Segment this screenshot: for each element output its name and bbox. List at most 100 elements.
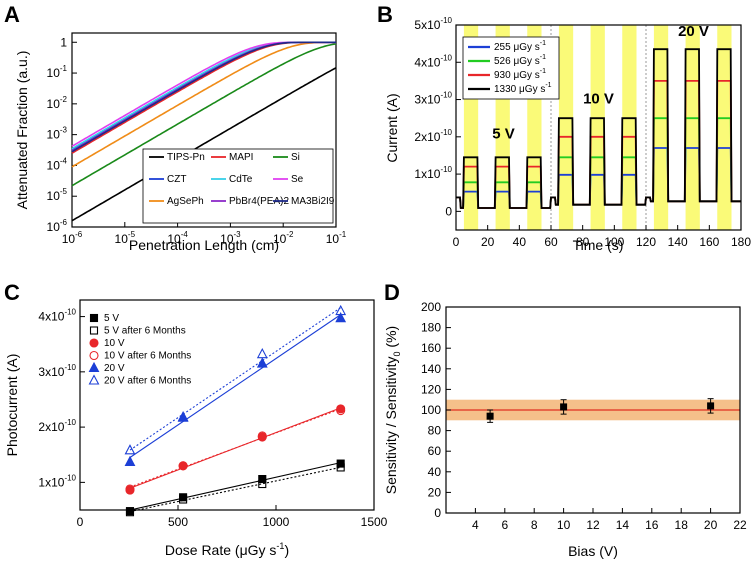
b-xtick-label: 160 bbox=[699, 235, 719, 249]
c-legend-label: 20 V bbox=[104, 363, 125, 374]
c-legend-label: 10 V bbox=[104, 338, 125, 349]
a-series-line bbox=[71, 41, 336, 168]
c-xtick-label: 1500 bbox=[361, 515, 388, 529]
a-legend-label: AgSePh bbox=[167, 196, 204, 207]
c-legend-label: 5 V bbox=[104, 313, 119, 324]
d-xtick-label: 22 bbox=[733, 518, 747, 532]
b-light-window bbox=[558, 25, 574, 230]
b-ytick-label: 5x10-10 bbox=[414, 16, 452, 32]
c-data-point bbox=[258, 475, 267, 484]
d-xtick-label: 18 bbox=[675, 518, 689, 532]
b-series-line bbox=[456, 117, 741, 209]
d-ylabel: Sensitivity / Sensitivity0 (%) bbox=[383, 326, 402, 494]
c-data-point bbox=[256, 347, 268, 359]
plot-frame-a bbox=[71, 32, 337, 228]
c-legend-marker bbox=[89, 313, 99, 323]
c-fit-line bbox=[129, 462, 341, 511]
b-bias-annotation: 5 V bbox=[492, 126, 515, 143]
c-fit-line bbox=[129, 466, 341, 513]
c-data-point bbox=[335, 312, 347, 323]
a-series-line bbox=[71, 41, 336, 154]
d-ytick-label: 0 bbox=[434, 506, 441, 520]
a-ytick-label: 10-6 bbox=[47, 218, 68, 234]
c-data-point bbox=[124, 444, 136, 455]
b-xtick-label: 100 bbox=[604, 235, 624, 249]
c-ytick-label: 1x10-10 bbox=[38, 473, 76, 489]
legend-a-box bbox=[142, 148, 334, 224]
b-ytick-label: 3x10-10 bbox=[414, 91, 452, 107]
d-data-point bbox=[560, 403, 568, 411]
c-data-point bbox=[258, 479, 267, 489]
c-data-point bbox=[125, 484, 135, 494]
c-ytick-label: 2x10-10 bbox=[38, 418, 76, 434]
a-legend-label: Se bbox=[291, 174, 304, 185]
b-xtick-label: 140 bbox=[668, 235, 688, 249]
b-xtick-label: 120 bbox=[636, 235, 656, 249]
d-xtick-label: 10 bbox=[557, 518, 571, 532]
a-legend-label: MA3Bi2I9 bbox=[291, 196, 335, 207]
c-data-point bbox=[179, 495, 188, 504]
b-xtick-label: 40 bbox=[513, 235, 527, 249]
b-series-line bbox=[456, 147, 741, 209]
a-xlabel: Penetration Length (cm) bbox=[129, 237, 279, 253]
c-legend-marker bbox=[89, 350, 99, 361]
c-data-point bbox=[125, 508, 135, 517]
b-series bbox=[456, 48, 741, 209]
d-ytick-label: 140 bbox=[421, 362, 441, 376]
d-ytick-label: 180 bbox=[421, 321, 441, 335]
b-light-on-windows bbox=[463, 25, 732, 230]
c-data-point bbox=[256, 357, 268, 368]
legend-a: TIPS-Pn MAPI Si CZT CdTe Se AgSePh PbBr4(PEA)2 M… bbox=[142, 148, 335, 224]
b-ylabel: Current (A) bbox=[384, 93, 400, 162]
a-legend-label: PbBr4(PEA)2 bbox=[229, 196, 289, 207]
c-data-point bbox=[336, 405, 346, 416]
b-light-window bbox=[653, 25, 669, 230]
c-xtick-label: 0 bbox=[77, 515, 84, 529]
b-bias-annotations: 5 V 10 V 20 V bbox=[492, 23, 709, 143]
d-xtick-label: 20 bbox=[704, 518, 718, 532]
c-series bbox=[124, 304, 347, 517]
a-series-line bbox=[71, 41, 336, 151]
a-ylabel: Attenuated Fraction (a.u.) bbox=[14, 51, 30, 210]
panel-label-c: C bbox=[4, 280, 20, 305]
panel-c: C 0 500 1000 1500 1x10-10 2x10-10 3x10-10 4x10-… bbox=[4, 280, 388, 558]
a-xtick-label: 10-5 bbox=[115, 230, 136, 246]
d-xtick-label: 12 bbox=[586, 518, 600, 532]
a-ytick-label: 1 bbox=[60, 35, 67, 49]
b-xtick-label: 60 bbox=[544, 235, 558, 249]
plot-frame-c bbox=[79, 299, 375, 511]
b-ytick-label: 4x10-10 bbox=[414, 53, 452, 69]
a-series-line bbox=[71, 67, 337, 222]
b-legend-label: 526 μGy s-1 bbox=[494, 54, 546, 67]
b-light-window bbox=[685, 25, 700, 230]
c-ylabel: Photocurrent (A) bbox=[4, 354, 20, 457]
c-ticks: 0 500 1000 1500 1x10-10 2x10-10 3x10-10 4x10-10 bbox=[38, 308, 387, 529]
c-fit-line bbox=[129, 408, 341, 488]
d-ticks: 4 6 8 10 12 14 16 18 20 22 0 20 40 60 80 100 120 140 160 18… bbox=[421, 300, 747, 532]
b-legend-label: 255 μGy s-1 bbox=[494, 40, 546, 53]
c-legend-marker bbox=[88, 361, 100, 373]
a-series-line bbox=[71, 41, 336, 152]
b-xtick-label: 20 bbox=[481, 235, 495, 249]
d-ytick-label: 200 bbox=[421, 300, 441, 314]
a-xtick-label: 10-6 bbox=[62, 230, 83, 246]
d-ytick-label: 40 bbox=[428, 465, 442, 479]
b-light-window bbox=[590, 25, 605, 230]
c-data-point bbox=[336, 463, 345, 472]
b-series-line bbox=[456, 48, 741, 209]
b-bias-annotation: 10 V bbox=[583, 90, 614, 107]
a-legend-label: CdTe bbox=[229, 174, 253, 185]
b-xlabel: Time (s) bbox=[573, 237, 624, 253]
a-xtick-label: 10-2 bbox=[273, 230, 294, 246]
a-ytick-label: 10-5 bbox=[47, 187, 68, 203]
b-legend-label: 930 μGy s-1 bbox=[494, 68, 546, 81]
a-legend-label: Si bbox=[291, 152, 300, 163]
c-fit-line bbox=[129, 314, 341, 458]
panel-a: A 10-6 10-5 10-4 10-3 10-2 10-110-610-510-410… bbox=[4, 2, 347, 253]
b-ticks: 0 20 40 60 80 100 120 140 160 180 0 1x10-10 2x10-10 3… bbox=[414, 16, 751, 249]
panel-d: D 4 6 8 10 12 14 16 18 20 22 0 20 40 60 80 100 120 140 160… bbox=[383, 280, 747, 559]
c-data-point bbox=[177, 410, 189, 422]
d-points bbox=[486, 398, 715, 423]
c-data-point bbox=[124, 455, 136, 466]
